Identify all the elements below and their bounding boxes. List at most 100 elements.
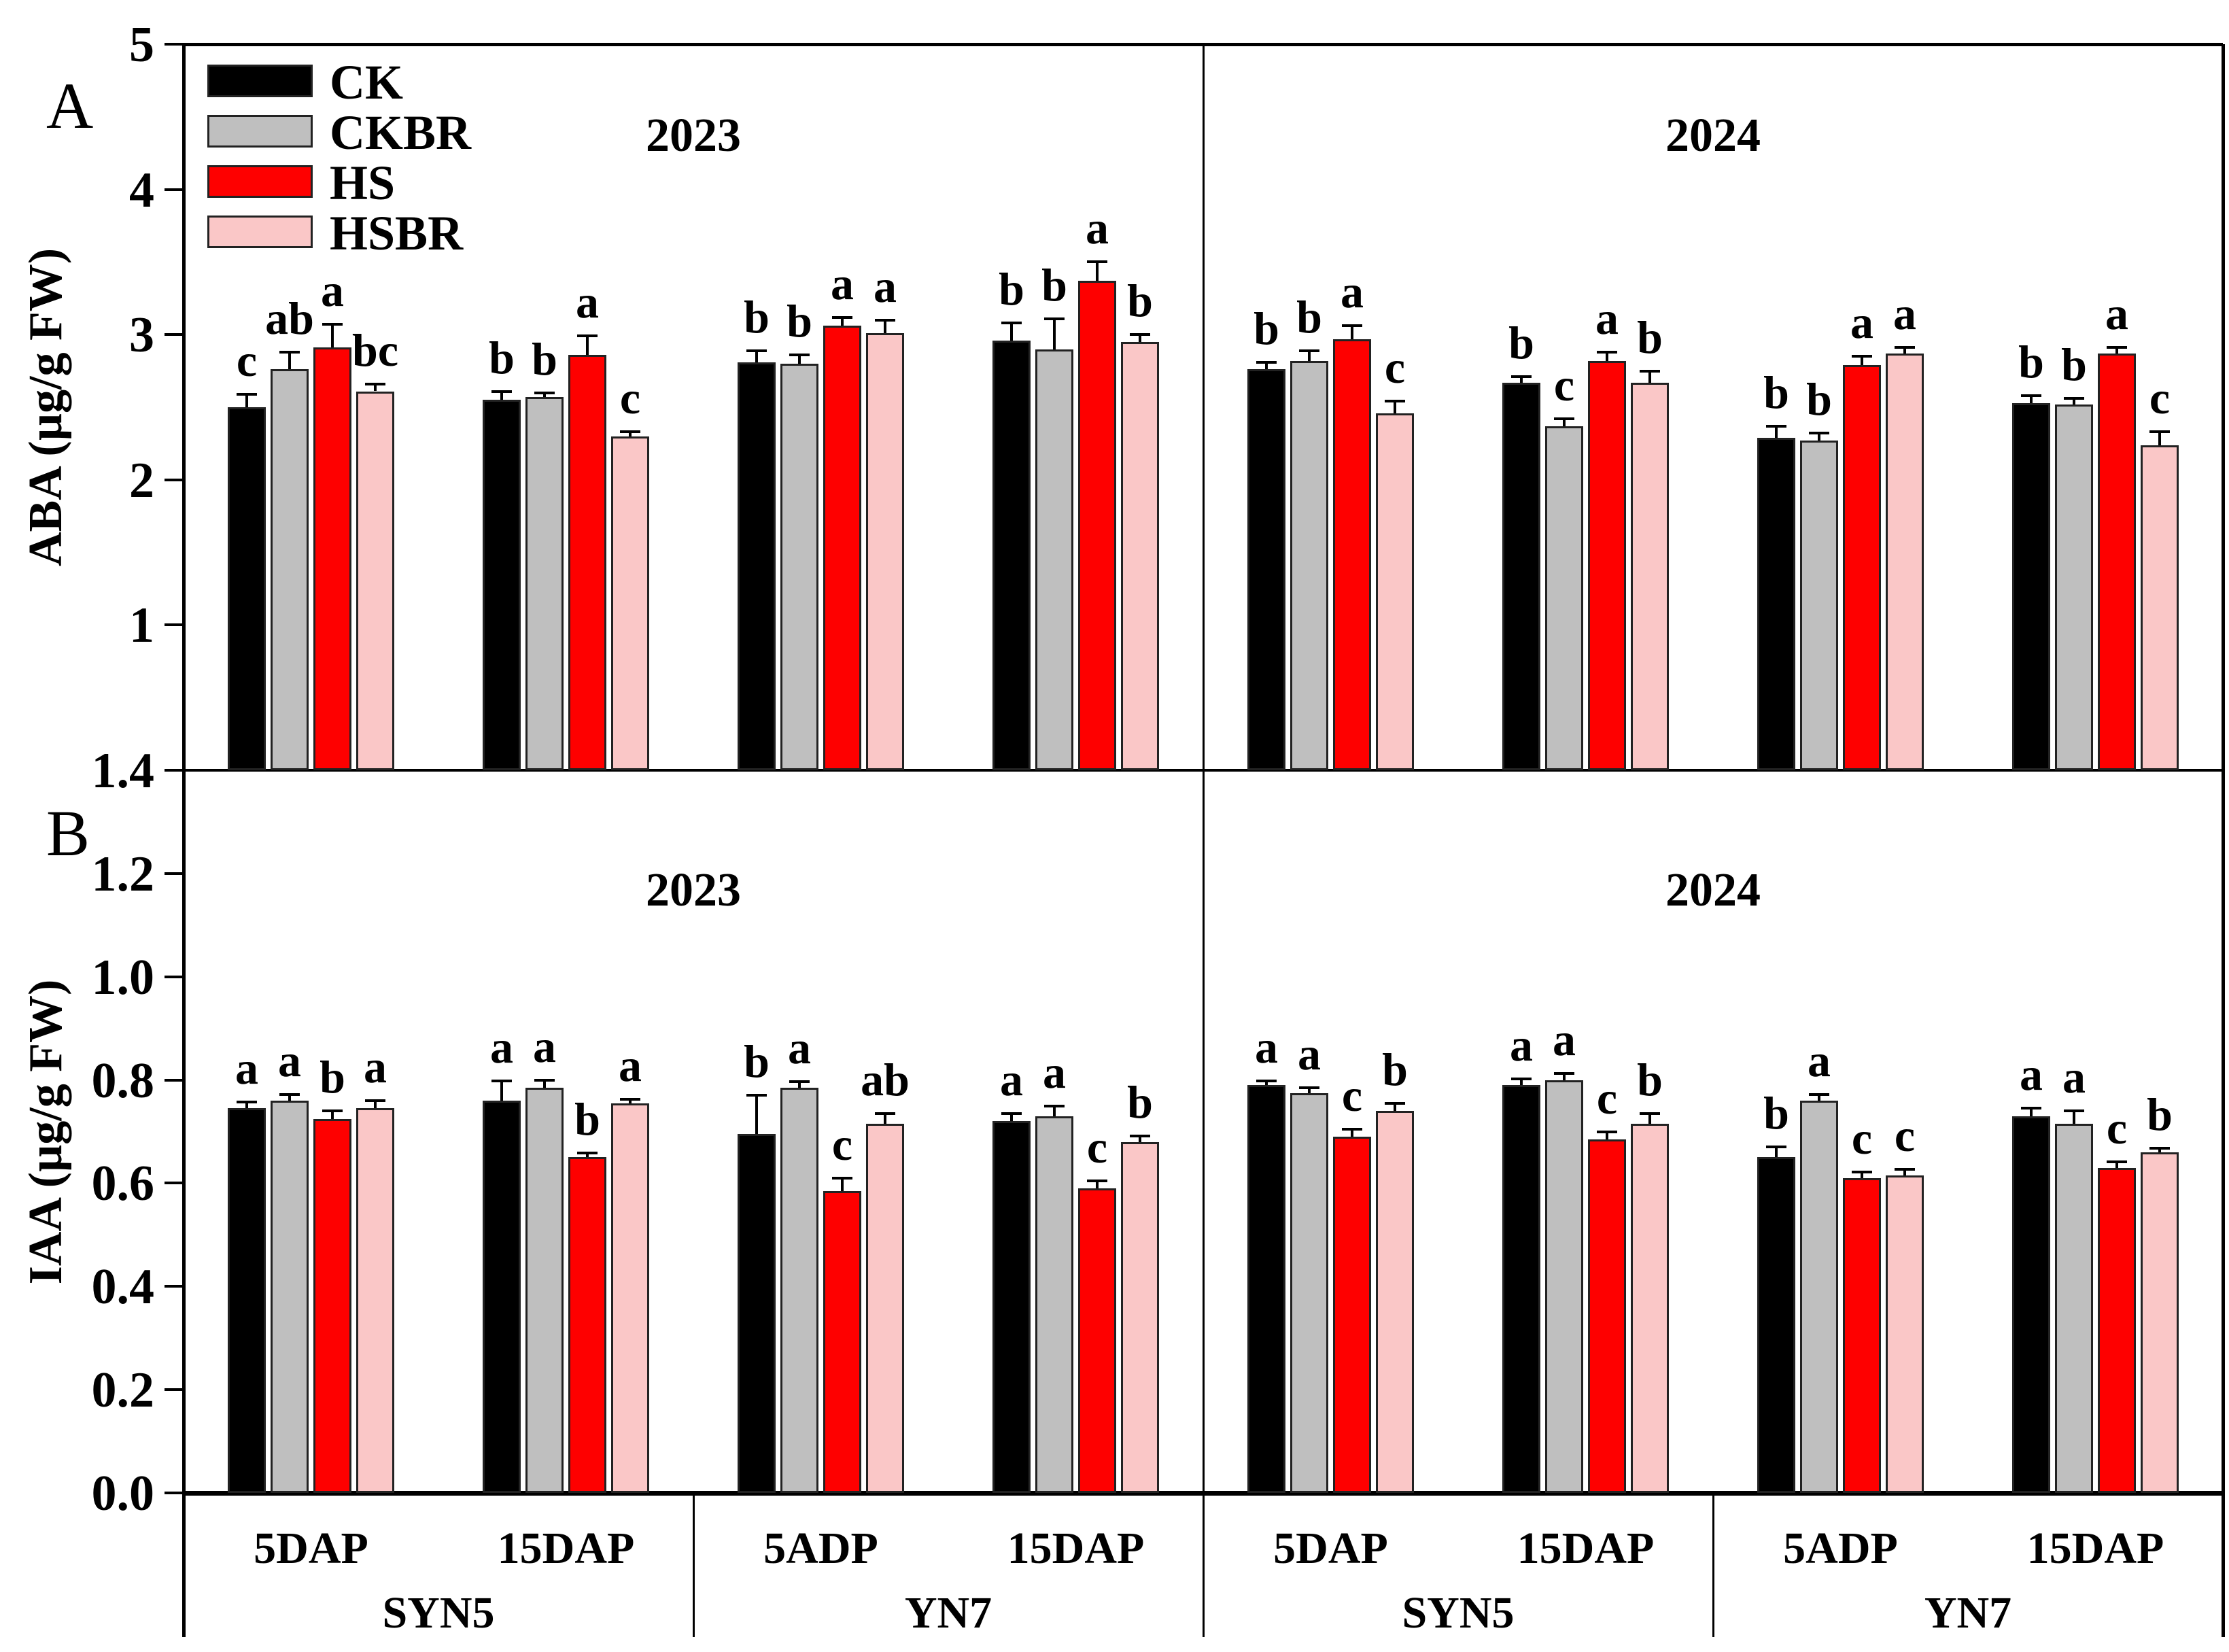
significance-letter: b bbox=[1041, 258, 1067, 311]
error-bar bbox=[2030, 1108, 2033, 1116]
bar-B-2023-YN7-15DAP-CKBR bbox=[1035, 1116, 1073, 1493]
error-bar-cap bbox=[1852, 355, 1872, 358]
error-bar-cap bbox=[2021, 1107, 2041, 1110]
error-bar-cap bbox=[1256, 360, 1277, 364]
bar-B-2023-YN7-5ADP-HS bbox=[823, 1190, 861, 1493]
error-bar bbox=[2158, 1148, 2161, 1152]
significance-letter: b bbox=[1637, 311, 1663, 363]
error-bar bbox=[841, 1177, 844, 1191]
significance-letter: a bbox=[1808, 1034, 1831, 1086]
significance-letter: a bbox=[235, 1042, 258, 1095]
error-bar-cap bbox=[832, 1176, 852, 1180]
error-bar-cap bbox=[1597, 1130, 1617, 1133]
error-bar bbox=[586, 1153, 589, 1158]
bar-B-2023-YN7-5ADP-HSBR bbox=[866, 1124, 904, 1493]
y-tick-B bbox=[165, 1182, 184, 1185]
error-bar-cap bbox=[237, 1101, 257, 1104]
significance-letter: b bbox=[574, 1093, 600, 1146]
year-title-B-2023: 2023 bbox=[646, 864, 741, 916]
error-bar bbox=[1818, 433, 1820, 441]
error-bar-cap bbox=[789, 1080, 810, 1083]
error-bar bbox=[884, 1113, 886, 1124]
bar-B-2024-SYN5-15DAP-CK bbox=[1502, 1085, 1540, 1493]
error-bar-cap bbox=[491, 390, 512, 393]
error-bar bbox=[500, 1081, 503, 1101]
error-bar bbox=[543, 392, 546, 398]
y-tick-B bbox=[165, 975, 184, 978]
y-tick-B bbox=[165, 872, 184, 875]
error-bar-cap bbox=[1511, 375, 1532, 379]
error-bar-cap bbox=[832, 315, 852, 319]
bar-B-2024-SYN5-5DAP-CK bbox=[1247, 1085, 1285, 1493]
y-tick-A bbox=[165, 478, 184, 481]
significance-letter: a bbox=[2062, 1051, 2086, 1103]
bar-B-2024-SYN5-15DAP-HSBR bbox=[1631, 1124, 1669, 1493]
bar-A-2024-SYN5-15DAP-CKBR bbox=[1545, 426, 1583, 770]
error-bar-cap bbox=[1130, 1134, 1150, 1137]
y-tick-label-B: 0.2 bbox=[91, 1362, 155, 1419]
significance-letter: a bbox=[2020, 1048, 2043, 1101]
significance-letter: c bbox=[1341, 1069, 1363, 1121]
significance-letter: a bbox=[1043, 1046, 1066, 1098]
error-bar-cap bbox=[1554, 417, 1574, 421]
error-bar bbox=[374, 1100, 377, 1109]
y-tick-B bbox=[165, 1492, 184, 1494]
error-bar bbox=[1775, 1147, 1778, 1158]
significance-letter: b bbox=[1127, 1075, 1153, 1128]
significance-letter: a bbox=[1595, 292, 1619, 344]
significance-letter: c bbox=[2149, 372, 2171, 424]
error-bar bbox=[288, 1094, 291, 1101]
bar-A-2024-YN7-5ADP-CKBR bbox=[1800, 441, 1838, 770]
error-bar-cap bbox=[2149, 430, 2170, 434]
bar-B-2024-SYN5-5DAP-CKBR bbox=[1290, 1092, 1328, 1493]
significance-letter: c bbox=[619, 372, 641, 424]
legend-swatch-CKBR bbox=[207, 115, 313, 148]
error-bar-cap bbox=[1766, 1146, 1786, 1149]
significance-letter: b bbox=[532, 332, 557, 385]
significance-letter: b bbox=[2061, 339, 2087, 391]
error-bar-cap bbox=[2064, 1109, 2084, 1113]
bar-A-2023-YN7-5ADP-HS bbox=[823, 326, 861, 770]
cultivar-separator-2024 bbox=[1712, 1493, 1714, 1637]
significance-letter: b bbox=[1508, 317, 1534, 369]
y-tick-A bbox=[165, 43, 184, 46]
bar-A-2024-YN7-5ADP-CK bbox=[1757, 437, 1795, 770]
bar-B-2024-YN7-15DAP-HSBR bbox=[2141, 1152, 2179, 1493]
error-bar bbox=[245, 1102, 248, 1109]
error-bar-cap bbox=[237, 392, 257, 396]
error-bar-cap bbox=[789, 354, 810, 357]
error-bar-cap bbox=[1342, 324, 1362, 328]
error-bar bbox=[1520, 377, 1523, 383]
error-bar-cap bbox=[1809, 432, 1829, 435]
bar-B-2024-SYN5-15DAP-CKBR bbox=[1545, 1080, 1583, 1493]
error-bar bbox=[500, 391, 503, 400]
error-bar bbox=[1351, 326, 1353, 339]
bar-A-2023-YN7-15DAP-CK bbox=[992, 340, 1031, 770]
error-bar-cap bbox=[1766, 424, 1786, 428]
legend-label-CK: CK bbox=[330, 55, 403, 109]
error-bar bbox=[2073, 398, 2075, 405]
error-bar-cap bbox=[1044, 1104, 1065, 1107]
cultivar-label-SYN5: SYN5 bbox=[1402, 1588, 1515, 1638]
error-bar-cap bbox=[1385, 400, 1405, 403]
error-bar-cap bbox=[1895, 1167, 1915, 1171]
bar-B-2024-YN7-5ADP-HS bbox=[1843, 1177, 1881, 1493]
significance-letter: a bbox=[1298, 1027, 1321, 1080]
error-bar bbox=[884, 320, 886, 334]
error-bar-cap bbox=[322, 323, 343, 326]
timepoint-label: 5DAP bbox=[254, 1524, 368, 1573]
significance-letter: c bbox=[1086, 1120, 1108, 1173]
y-tick-B bbox=[165, 769, 184, 772]
error-bar bbox=[1903, 347, 1906, 354]
error-bar bbox=[1394, 401, 1396, 413]
error-bar-cap bbox=[577, 334, 598, 338]
bar-A-2023-YN7-5ADP-HSBR bbox=[866, 333, 904, 770]
error-bar bbox=[1775, 426, 1778, 438]
error-bar-cap bbox=[746, 349, 767, 352]
significance-letter: b bbox=[999, 263, 1024, 315]
bar-A-2024-SYN5-5DAP-CKBR bbox=[1290, 360, 1328, 770]
bar-A-2024-SYN5-15DAP-HS bbox=[1588, 360, 1626, 770]
significance-letter: b bbox=[1127, 275, 1153, 327]
cultivar-label-YN7: YN7 bbox=[904, 1588, 992, 1638]
